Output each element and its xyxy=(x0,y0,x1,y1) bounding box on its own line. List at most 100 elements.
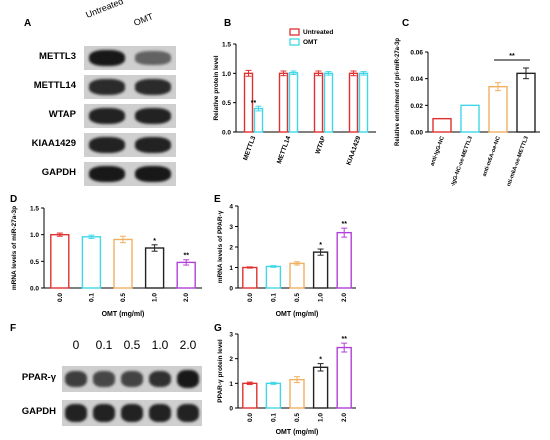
y-tick-label: 1.0 xyxy=(30,232,39,239)
bar xyxy=(242,382,258,409)
bar xyxy=(313,72,324,133)
blot-strip-mettl14 xyxy=(84,75,176,99)
y-tick-label: 2 xyxy=(229,356,233,363)
bar xyxy=(348,72,359,133)
bar xyxy=(312,366,329,409)
legend-label-untreated: Untreated xyxy=(303,29,333,36)
bar xyxy=(113,238,133,289)
x-axis-label: OMT (mg/ml) xyxy=(102,311,145,318)
blot-strip-kiaa1429 xyxy=(84,133,176,157)
blot-strip-gapdh xyxy=(62,400,202,426)
bar xyxy=(488,85,508,133)
panel-label-e: E xyxy=(214,194,221,205)
x-tick-label: 2.0 xyxy=(341,413,348,422)
significance-marker: ** xyxy=(509,53,515,60)
blot-f-lane-1-0: 1.0 xyxy=(151,338,169,352)
y-tick-label: 4 xyxy=(229,204,233,211)
y-axis-label: Relative protein level xyxy=(213,55,220,120)
x-tick-label: 0.1 xyxy=(270,293,277,302)
x-tick-label: METTL3 xyxy=(242,135,257,162)
x-tick-label: 2.0 xyxy=(341,293,348,302)
y-axis-label: mRNA levels of miR-27a-3p xyxy=(11,206,18,290)
significance-marker: ** xyxy=(251,100,257,107)
y-tick-label: 0.0 xyxy=(30,286,39,293)
x-tick-label: 0.1 xyxy=(88,293,95,302)
bar xyxy=(460,104,480,133)
blot-band xyxy=(64,404,88,422)
blot-row-label-gapdh: GAPDH xyxy=(41,167,76,178)
significance-marker: * xyxy=(153,238,156,245)
blot-strip-gapdh xyxy=(84,162,176,186)
blot-f-lane-0-5: 0.5 xyxy=(123,338,141,352)
panel-label-a: A xyxy=(24,18,32,29)
chart-g: PPAR-γ protein level 0 1 2 3 0.0 0.1 0.5 1.0 2.0 O… xyxy=(217,332,356,436)
blot-band xyxy=(134,108,172,124)
bar xyxy=(278,72,289,133)
y-tick-label: 0.5 xyxy=(30,259,39,266)
blot-row-label-mettl3: METTL3 xyxy=(39,51,76,62)
blot-strip-ppar xyxy=(62,366,202,392)
bar xyxy=(336,346,352,409)
significance-marker: * xyxy=(319,357,322,364)
panel-label-f: F xyxy=(10,323,17,334)
x-tick-label: anti-m6A-oe-METTL3 xyxy=(505,136,530,186)
bar xyxy=(242,266,258,289)
x-tick-label: 0.5 xyxy=(294,413,301,422)
y-tick-label: 0.06 xyxy=(410,50,423,57)
western-blot-f: 0 0.1 0.5 1.0 2.0 PPAR-γ GAPDH xyxy=(0,320,210,440)
blot-f-lane-0-1: 0.1 xyxy=(95,338,113,352)
x-tick-label: 0.0 xyxy=(247,413,254,422)
blot-band xyxy=(92,404,116,422)
significance-marker: ** xyxy=(183,253,189,260)
y-tick-label: 1 xyxy=(229,381,233,388)
blot-band xyxy=(134,51,172,65)
chart-c: Relative enrichment of pri-miR-27a-3p 0.0… xyxy=(395,38,540,186)
chart-d: mRNA levels of miR-27a-3p 0.0 0.5 1.0 1.5 0.0… xyxy=(11,206,202,318)
blot-band xyxy=(88,165,126,183)
y-tick-label: 0.02 xyxy=(410,103,423,110)
blot-band xyxy=(134,79,172,95)
blot-band xyxy=(120,371,144,387)
bar xyxy=(432,117,452,133)
bar xyxy=(265,265,282,289)
bar xyxy=(336,231,352,289)
bar xyxy=(358,72,369,133)
x-tick-label: 0.0 xyxy=(247,293,254,302)
x-axis-label: OMT (mg/ml) xyxy=(276,311,319,318)
blot-band xyxy=(88,79,126,95)
blot-band xyxy=(176,370,200,388)
blot-row-label-ppar: PPAR-γ xyxy=(21,372,56,383)
bar xyxy=(81,236,102,289)
y-axis-label: Relative enrichment of pri-miR-27a-3p xyxy=(395,38,401,146)
y-tick-label: 0.5 xyxy=(222,100,231,107)
blot-row-label-kiaa1429: KIAA1429 xyxy=(31,138,76,149)
blot-band xyxy=(134,165,172,183)
blot-strip-mettl3 xyxy=(84,46,176,70)
y-tick-label: 1.5 xyxy=(222,42,231,49)
y-tick-label: 3 xyxy=(229,224,233,231)
x-tick-label: 1.0 xyxy=(318,293,325,302)
legend-label-omt: OMT xyxy=(303,39,317,46)
bar xyxy=(253,107,264,133)
y-tick-label: 0.00 xyxy=(410,130,423,137)
x-tick-label: anti-IgG-NC-oe-METTL3 xyxy=(447,136,474,186)
x-tick-label: 0.0 xyxy=(57,293,64,302)
x-tick-label: 1.0 xyxy=(152,293,159,302)
blot-band xyxy=(88,137,126,153)
blot-band xyxy=(88,49,126,67)
blot-band xyxy=(148,404,172,422)
x-tick-label: 2.0 xyxy=(183,293,190,302)
x-tick-label: anti-IgG-NC xyxy=(430,136,446,167)
y-tick-label: 0 xyxy=(229,406,233,413)
x-tick-label: KIAA1429 xyxy=(345,135,362,166)
western-blot-a: Untreated OMT METTL3 METTL14 WTAP KIAA1429 G… xyxy=(0,0,200,190)
bar xyxy=(50,233,70,289)
blot-band xyxy=(92,371,116,387)
blot-band xyxy=(88,108,126,124)
panel-label-g: G xyxy=(214,323,222,334)
blot-a-lane-omt: OMT xyxy=(132,11,155,28)
panel-label-c: C xyxy=(402,18,410,29)
y-tick-label: 0.04 xyxy=(410,76,423,83)
blot-row-label-wtap: WTAP xyxy=(48,109,76,120)
y-tick-label: 3 xyxy=(229,332,233,339)
